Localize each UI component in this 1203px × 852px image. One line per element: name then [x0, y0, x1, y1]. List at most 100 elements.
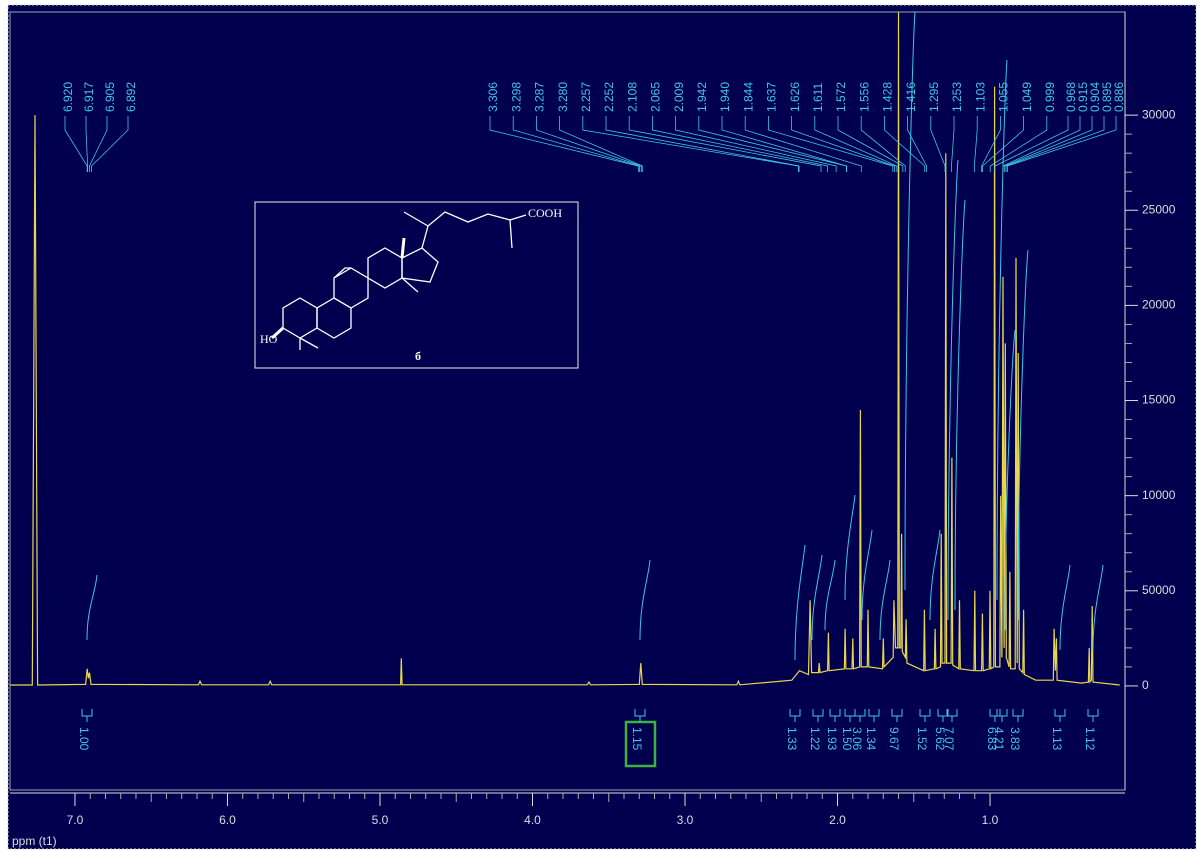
peak-label: 2.108 [625, 82, 639, 112]
peak-leader [981, 116, 1001, 172]
peak-label: 1.942 [695, 82, 709, 112]
peak-leader [884, 116, 926, 172]
x-tick-label: 5.0 [372, 813, 389, 827]
peak-leader [768, 116, 894, 172]
integral-label: 1.52 [915, 727, 929, 751]
peak-leader [628, 116, 822, 172]
peak-label: 6.920 [61, 82, 75, 112]
peak-label: 1.940 [718, 82, 732, 112]
spectrum-line [10, 12, 1120, 686]
integral-curve [904, 11, 916, 591]
inset-box [254, 201, 579, 369]
peak-label: 2.252 [602, 82, 616, 112]
peak-leader [89, 116, 108, 172]
peak-leader [605, 116, 800, 172]
peak-label: 0.904 [1088, 82, 1102, 112]
peak-label: 3.306 [486, 82, 500, 112]
peak-leader [582, 116, 799, 172]
peak-leader [85, 116, 89, 172]
integral-curve [1004, 329, 1016, 631]
peak-label: 1.626 [788, 82, 802, 112]
peak-leader [721, 116, 848, 172]
peak-leader [837, 116, 904, 172]
peak-label: 3.298 [509, 82, 523, 112]
x-tick-label: 3.0 [677, 813, 694, 827]
integral-curve [947, 159, 959, 621]
x-tick-label: 6.0 [219, 813, 236, 827]
peak-label: 1.611 [811, 83, 825, 112]
peak-leader [1005, 116, 1105, 172]
integral-label: 1.15 [630, 727, 644, 751]
structure-label: б [415, 349, 421, 363]
peak-label: 2.009 [672, 82, 686, 112]
integral-curve [996, 59, 1008, 601]
peak-leader [512, 116, 640, 172]
peak-leader [973, 116, 978, 172]
peak-leader [791, 116, 895, 172]
peak-label: 0.895 [1100, 82, 1114, 112]
peak-leader [930, 116, 946, 172]
peak-label: 2.257 [579, 82, 593, 112]
y-tick-label: 30000 [1142, 107, 1176, 121]
structure-inset: COOH HO б [254, 201, 579, 369]
integral-curve [1059, 564, 1071, 651]
peak-label: 1.049 [1020, 82, 1034, 112]
peak-leader [675, 116, 837, 172]
x-axis-label: ppm (t1) [12, 834, 57, 848]
integral-curve [824, 559, 836, 631]
peak-leader [1007, 116, 1117, 172]
peak-leader [744, 116, 862, 172]
integral-curve [639, 559, 651, 641]
integral-curve [844, 494, 856, 601]
peak-leader [489, 116, 639, 172]
y-tick-label: 15000 [1142, 393, 1176, 407]
peak-label: 6.917 [82, 82, 96, 112]
x-tick-label: 4.0 [524, 813, 541, 827]
peak-label: 1.055 [997, 82, 1011, 112]
peak-leader [907, 116, 927, 172]
integral-label: 6.83 [985, 727, 999, 751]
peak-leader [559, 116, 643, 172]
integral-label: 4.21 [992, 727, 1006, 751]
y-tick-label: 10000 [1142, 488, 1176, 502]
integral-label: 1.50 [840, 727, 854, 751]
integral-label: 1.13 [1050, 727, 1064, 751]
peak-leader [860, 116, 906, 172]
peak-label: 3.280 [556, 82, 570, 112]
peak-leader [994, 116, 1069, 172]
x-tick-label: 1.0 [982, 813, 999, 827]
peak-label: 6.892 [124, 82, 138, 112]
peak-leader [1002, 116, 1081, 172]
peak-label: 1.572 [834, 82, 848, 112]
peak-label: 1.428 [881, 82, 895, 112]
integral-label: 1.00 [77, 727, 91, 751]
integral-curve [879, 559, 891, 641]
peak-label: 6.905 [103, 82, 117, 112]
integral-curve [1017, 249, 1029, 621]
peak-label: 0.999 [1043, 82, 1057, 112]
integral-curve [929, 529, 941, 621]
x-tick-label: 7.0 [67, 813, 84, 827]
peak-leader [64, 116, 88, 172]
peak-leader [1004, 116, 1093, 172]
peak-label: 1.844 [741, 82, 755, 112]
spectrum [10, 12, 1120, 686]
integral-label: 9.67 [887, 727, 901, 751]
peak-label: 1.637 [765, 82, 779, 112]
peak-label: 1.295 [927, 82, 941, 112]
integral-curve [954, 199, 966, 611]
integral-curve [794, 544, 806, 661]
integral-curve [861, 529, 873, 621]
integral-label: 1.22 [808, 727, 822, 751]
peak-label: 0.886 [1112, 82, 1126, 112]
peak-leader [814, 116, 898, 172]
integral-label: 1.12 [1083, 727, 1097, 751]
peak-leader [989, 116, 1048, 172]
peak-label: 0.915 [1076, 82, 1090, 112]
peak-leader [652, 116, 829, 172]
integral-label: 1.34 [864, 727, 878, 751]
peak-label: 1.103 [973, 82, 987, 112]
structure-drawing [270, 211, 527, 350]
y-tick-label: 25000 [1142, 202, 1176, 216]
